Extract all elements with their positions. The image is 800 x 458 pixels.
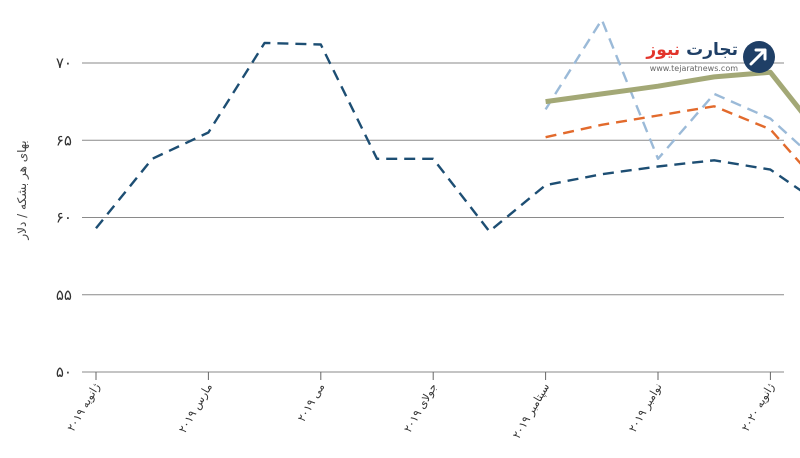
x-tick-label: ژانویه ۲۰۲۰ <box>739 381 777 434</box>
y-axis-label: بهای هر بشکه / دلار <box>15 140 30 240</box>
x-tick-label: سپتامبر ۲۰۱۹ <box>510 381 552 441</box>
y-axis-ticks: ۷۰ ۶۵ ۶۰ ۵۵ ۵۰ <box>56 54 72 381</box>
y-tick-label: ۵۵ <box>56 286 72 304</box>
x-tick-label: ژانویه ۲۰۱۹ <box>65 381 103 434</box>
data-series <box>95 18 800 233</box>
series-line-1 <box>545 105 800 165</box>
x-axis-ticks: ژانویه ۲۰۱۹ مارس ۲۰۱۹ می ۲۰۱۹ جولای ۲۰۱۹ سپت… <box>65 372 777 441</box>
series-line-2 <box>544 18 800 161</box>
y-tick-label: ۵۰ <box>56 363 72 381</box>
y-tick-label: ۶۰ <box>56 209 72 227</box>
gridlines <box>82 62 784 373</box>
logo-name-main: تجارت <box>686 40 738 60</box>
x-tick-label: می ۲۰۱۹ <box>295 381 327 424</box>
x-tick-label: نوامبر ۲۰۱۹ <box>626 381 664 434</box>
arrow-circle-icon <box>743 41 775 73</box>
logo-title: تجارت نیوز <box>646 40 738 60</box>
x-tick-label: مارس ۲۰۱۹ <box>176 381 215 435</box>
tejaratnews-logo: تجارت نیوز www.tejaratnews.com <box>630 36 780 82</box>
series-line-3 <box>545 69 800 114</box>
logo-name-accent: نیوز <box>646 40 681 60</box>
logo-url: www.tejaratnews.com <box>649 64 738 73</box>
y-tick-label: ۶۵ <box>56 131 72 149</box>
y-tick-label: ۷۰ <box>56 54 72 72</box>
x-tick-label: جولای ۲۰۱۹ <box>401 381 440 435</box>
